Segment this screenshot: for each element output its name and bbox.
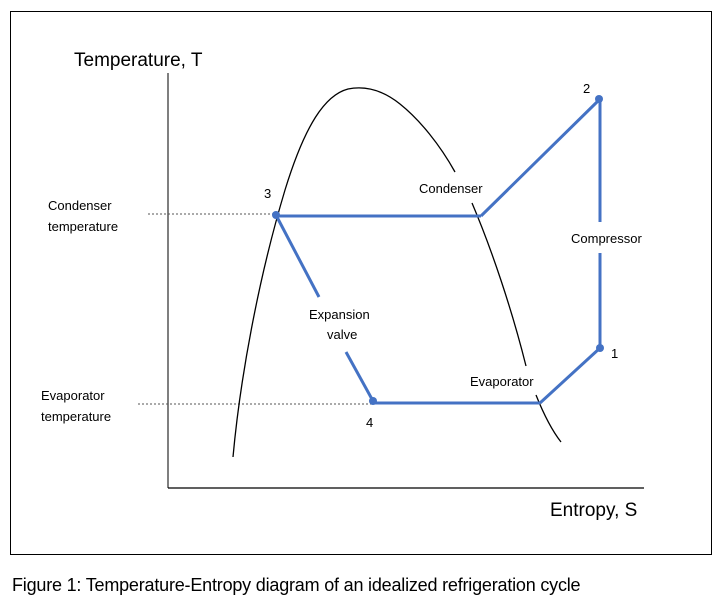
point-1-label: 1 xyxy=(611,346,618,361)
expansion-segment-lower xyxy=(344,351,375,402)
expansion-valve-label-1: Expansion xyxy=(309,307,370,322)
compressor-label: Compressor xyxy=(571,231,642,246)
point-3 xyxy=(272,211,280,219)
point-3-label: 3 xyxy=(264,186,271,201)
figure-caption: Figure 1: Temperature-Entropy diagram of… xyxy=(12,575,581,595)
evaporator-temperature-label-1: Evaporator xyxy=(41,388,105,403)
x-axis-label: Entropy, S xyxy=(550,500,637,521)
evaporator-temperature-label-2: temperature xyxy=(41,409,111,424)
expansion-segment-upper xyxy=(275,216,321,298)
y-axis-label: Temperature, T xyxy=(74,50,203,71)
saturation-dome-right-lower xyxy=(535,394,562,443)
point-2 xyxy=(595,95,603,103)
condenser-label: Condenser xyxy=(419,181,483,196)
saturation-dome-left xyxy=(232,87,456,458)
point-4-label: 4 xyxy=(366,415,373,430)
figure-frame xyxy=(10,11,712,555)
point-2-label: 2 xyxy=(583,81,590,96)
point-4 xyxy=(369,397,377,405)
refrigeration-cycle xyxy=(275,98,602,405)
superheat-segment xyxy=(538,346,602,405)
point-1 xyxy=(596,344,604,352)
condenser-temperature-label-2: temperature xyxy=(48,219,118,234)
evaporator-label: Evaporator xyxy=(470,374,534,389)
saturation-dome-right-upper xyxy=(471,202,527,367)
expansion-valve-label-2: valve xyxy=(327,327,357,342)
desuperheat-segment xyxy=(479,98,601,218)
condenser-temperature-label-1: Condenser xyxy=(48,198,112,213)
